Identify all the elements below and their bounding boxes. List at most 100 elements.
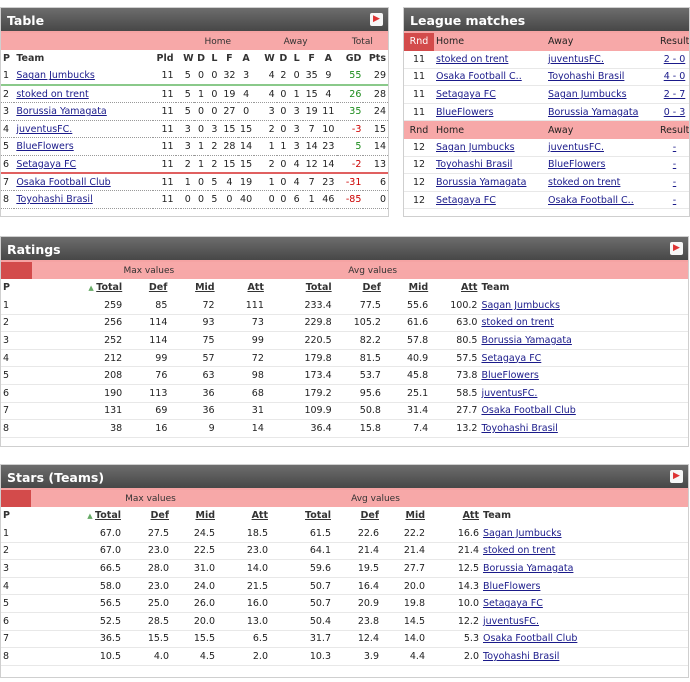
result-link[interactable]: 2 - 7 xyxy=(663,89,686,101)
result-link[interactable]: - xyxy=(672,177,677,189)
team-link[interactable]: Borussia Yamagata xyxy=(483,563,574,575)
team-cell: juventusFC. xyxy=(546,138,658,157)
team-link[interactable]: BlueFlowers xyxy=(436,106,494,118)
result-header-2: Result xyxy=(658,120,689,139)
team-cell: Osaka Football C.. xyxy=(434,68,546,87)
team-link[interactable]: Sagan Jumbucks xyxy=(481,299,560,311)
arrow-right-icon[interactable]: ▶ xyxy=(370,13,383,26)
team-link[interactable]: Osaka Football C.. xyxy=(548,194,634,206)
result-link[interactable]: - xyxy=(672,159,677,171)
team-link[interactable]: stoked on trent xyxy=(483,545,556,557)
team-cell: Toyohashi Brasil xyxy=(546,68,658,87)
team-link[interactable]: Sagan Jumbucks xyxy=(16,70,95,82)
team-link[interactable]: juventusFC. xyxy=(548,53,604,65)
stat-cell: 67.0 xyxy=(31,542,123,561)
stat-cell: 13.0 xyxy=(217,612,270,631)
team-link[interactable]: stoked on trent xyxy=(481,317,554,329)
col-label: Mid xyxy=(408,282,429,294)
team-link[interactable]: Toyohashi Brasil xyxy=(483,651,560,663)
stat-cell: 105.2 xyxy=(333,314,383,333)
arrow-right-icon[interactable]: ▶ xyxy=(670,470,683,483)
team-link[interactable]: Toyohashi Brasil xyxy=(16,194,93,206)
stat-cell: 0 xyxy=(207,85,222,104)
stat-cell: 46 xyxy=(320,190,337,209)
sort-arrow-icon[interactable]: ▲ xyxy=(87,512,96,521)
spacer-cell xyxy=(175,155,182,175)
team-link[interactable]: Setagaya FC xyxy=(483,598,543,610)
stat-cell: 99 xyxy=(216,331,266,350)
result-link[interactable]: 2 - 0 xyxy=(663,53,686,65)
stat-cell: 6.5 xyxy=(217,630,270,649)
col-header-def: Def xyxy=(124,279,170,297)
stat-cell: 98 xyxy=(216,366,266,386)
team-link[interactable]: BlueFlowers xyxy=(481,370,539,382)
team-link[interactable]: BlueFlowers xyxy=(16,141,74,153)
team-link[interactable]: Setagaya FC xyxy=(481,352,542,364)
team-link[interactable]: Setagaya FC xyxy=(436,89,496,101)
result-link[interactable]: 4 - 0 xyxy=(663,71,686,83)
stat-cell: 0 xyxy=(363,190,388,209)
team-link[interactable]: juventusFC. xyxy=(16,123,73,135)
team-link[interactable]: Borussia Yamagata xyxy=(436,177,527,189)
league-matches-panel: League matches Rnd Home Away Result 11 stoke… xyxy=(403,7,690,217)
team-link[interactable]: Setagaya FC xyxy=(16,158,77,170)
stat-cell: 14.5 xyxy=(381,612,427,631)
result-link[interactable]: 0 - 3 xyxy=(663,106,686,118)
stat-cell: 1 xyxy=(303,190,320,209)
col-label: P xyxy=(3,282,10,294)
stat-cell: 63.0 xyxy=(430,314,480,333)
table-row: 8 38 16 9 14 36.4 15.8 7.4 13.2 Toyohashi Brasil xyxy=(1,419,688,438)
team-link[interactable]: Osaka Football Club xyxy=(16,176,111,188)
team-link[interactable]: Borussia Yamagata xyxy=(16,106,107,118)
team-link[interactable]: Sagan Jumbucks xyxy=(483,527,562,539)
col-header-mid: Mid xyxy=(171,507,217,525)
team-link[interactable]: Borussia Yamagata xyxy=(548,106,639,118)
col-header-a2: A xyxy=(320,50,337,68)
stat-cell: 14 xyxy=(363,137,388,157)
table-row: 1 Sagan Jumbucks 11 5 0 0 32 3 4 2 0 35 9 55 29 xyxy=(1,67,388,87)
team-link[interactable]: stoked on trent xyxy=(16,88,89,100)
team-link[interactable]: BlueFlowers xyxy=(548,159,606,171)
table-row: 5 BlueFlowers 11 3 1 2 28 14 1 1 3 14 23 5 14 xyxy=(1,137,388,157)
team-link[interactable]: Sagan Jumbucks xyxy=(436,141,515,153)
stat-cell: 5 xyxy=(1,594,31,614)
team-link[interactable]: Sagan Jumbucks xyxy=(548,89,627,101)
stat-cell: 4.4 xyxy=(381,647,427,666)
team-link[interactable]: BlueFlowers xyxy=(483,580,541,592)
result-cell: 4 - 0 xyxy=(658,68,689,87)
team-link[interactable]: stoked on trent xyxy=(436,53,509,65)
stat-cell: 111 xyxy=(216,296,266,315)
arrow-right-icon[interactable]: ▶ xyxy=(670,242,683,255)
stat-cell: 4 xyxy=(320,85,337,104)
team-link[interactable]: stoked on trent xyxy=(548,177,621,189)
stat-cell: 1 xyxy=(254,137,277,157)
round-cell: 11 xyxy=(404,50,434,69)
team-link[interactable]: Osaka Football Club xyxy=(483,633,578,645)
team-link[interactable]: juventusFC. xyxy=(483,615,539,627)
team-link[interactable]: Setagaya FC xyxy=(436,194,496,206)
table-row: 8 Toyohashi Brasil 11 0 0 5 0 40 0 0 6 1 46 -85 0 xyxy=(1,190,388,209)
team-link[interactable]: Toyohashi Brasil xyxy=(436,159,513,171)
stat-cell: 0 xyxy=(207,67,222,87)
team-link[interactable]: Toyohashi Brasil xyxy=(481,423,558,435)
team-link[interactable]: juventusFC. xyxy=(548,141,604,153)
result-link[interactable]: - xyxy=(672,141,677,153)
team-link[interactable]: Toyohashi Brasil xyxy=(548,71,625,83)
stat-cell: 10 xyxy=(320,120,337,139)
team-link[interactable]: juventusFC. xyxy=(481,387,538,399)
col-header-d: D xyxy=(194,50,208,68)
result-link[interactable]: - xyxy=(672,194,677,206)
team-link[interactable]: Borussia Yamagata xyxy=(481,335,572,347)
sort-arrow-icon[interactable]: ▲ xyxy=(88,284,97,293)
stat-cell: 0 xyxy=(194,173,208,192)
team-link[interactable]: Osaka Football C.. xyxy=(436,71,522,83)
team-link[interactable]: Osaka Football Club xyxy=(481,405,576,417)
stat-cell: 15 xyxy=(221,155,238,175)
stat-cell: 8 xyxy=(1,647,31,666)
spacer-cell xyxy=(175,102,182,121)
stat-cell: 229.8 xyxy=(265,314,334,333)
team-cell: Setagaya FC xyxy=(479,349,688,368)
stat-cell: 23.0 xyxy=(217,542,270,561)
stat-cell: 16 xyxy=(124,419,170,438)
stat-cell: 10.3 xyxy=(270,647,333,666)
